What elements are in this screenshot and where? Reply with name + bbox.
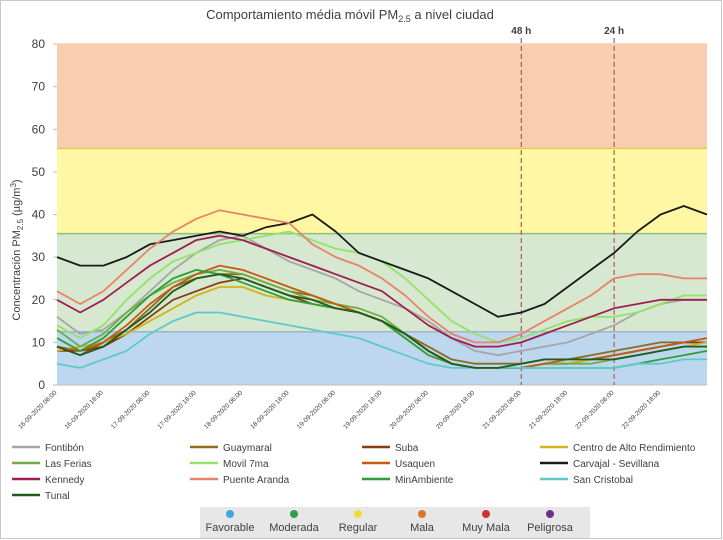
y-tick-label: 60 bbox=[32, 122, 46, 136]
series-line bbox=[56, 269, 707, 369]
title-subscript: 2.5 bbox=[398, 14, 411, 24]
label-part: (µg/m bbox=[11, 188, 23, 219]
band bbox=[57, 331, 707, 385]
y-tick-label: 0 bbox=[38, 378, 45, 392]
series-line bbox=[56, 311, 707, 369]
label-part: ) bbox=[11, 179, 23, 183]
title-part: a nivel ciudad bbox=[411, 7, 494, 22]
legend-label: Fontibón bbox=[45, 443, 84, 454]
series-line bbox=[56, 234, 707, 357]
legend-label: San Cristobal bbox=[573, 475, 633, 486]
y-axis-label: Concentración PM2.5 (µg/m3) bbox=[9, 179, 25, 320]
y-tick-label: 70 bbox=[32, 80, 46, 94]
y-tick-label: 20 bbox=[32, 293, 46, 307]
chart-title: Comportamiento média móvil PM2.5 a nivel… bbox=[206, 7, 494, 24]
series-line bbox=[56, 273, 707, 369]
quality-label: Favorable bbox=[206, 522, 255, 534]
quality-label: Regular bbox=[339, 522, 378, 534]
band bbox=[57, 233, 707, 332]
legend-label: Kennedy bbox=[45, 475, 84, 486]
legend-label: MinAmbiente bbox=[395, 475, 454, 486]
label-superscript: 3 bbox=[9, 183, 18, 188]
y-tick-label: 30 bbox=[32, 250, 46, 264]
quality-dot bbox=[546, 510, 554, 518]
band bbox=[57, 148, 707, 234]
series-line bbox=[56, 205, 708, 318]
quality-dot bbox=[354, 510, 362, 518]
time-marker-label: 48 h bbox=[511, 26, 531, 37]
quality-legend-box bbox=[200, 507, 590, 538]
y-tick-label: 80 bbox=[32, 37, 46, 51]
y-tick-label: 50 bbox=[32, 165, 46, 179]
legend-label: Suba bbox=[395, 443, 419, 454]
quality-dot bbox=[482, 510, 490, 518]
band bbox=[57, 44, 707, 149]
time-marker-label: 24 h bbox=[604, 26, 624, 37]
legend-label: Tunal bbox=[45, 491, 70, 502]
series-line bbox=[56, 209, 707, 344]
y-tick-label: 10 bbox=[32, 335, 46, 349]
quality-label: Moderada bbox=[269, 522, 319, 534]
quality-dot bbox=[226, 510, 234, 518]
legend-label: Puente Aranda bbox=[223, 475, 290, 486]
quality-label: Mala bbox=[410, 522, 435, 534]
series-line bbox=[56, 234, 707, 348]
quality-label: Muy Mala bbox=[462, 522, 511, 534]
label-part: Concentración PM bbox=[11, 230, 23, 321]
legend-label: Las Ferias bbox=[45, 459, 92, 470]
quality-dot bbox=[290, 510, 298, 518]
legend-label: Movil 7ma bbox=[223, 459, 269, 470]
quality-dot bbox=[418, 510, 426, 518]
label-subscript: 2.5 bbox=[16, 218, 25, 230]
legend-label: Carvajal - Sevillana bbox=[573, 459, 660, 470]
quality-label: Peligrosa bbox=[527, 522, 574, 534]
legend-label: Centro de Alto Rendimiento bbox=[573, 443, 696, 454]
title-part: Comportamiento média móvil PM bbox=[206, 7, 398, 22]
legend-label: Usaquen bbox=[395, 459, 435, 470]
y-tick-label: 40 bbox=[32, 208, 46, 222]
legend-label: Guaymaral bbox=[223, 443, 272, 454]
